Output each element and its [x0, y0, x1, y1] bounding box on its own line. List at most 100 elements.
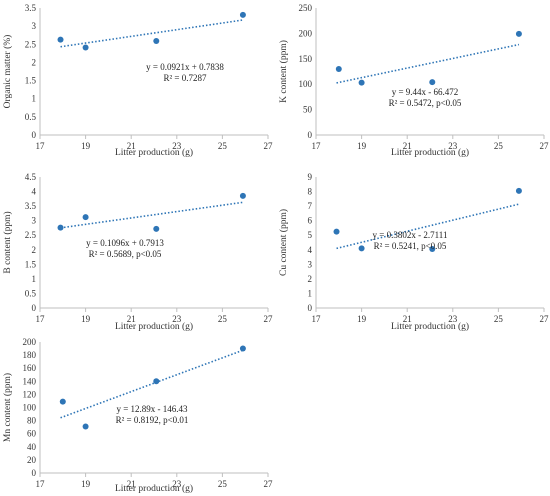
regression-equation: y = 0.3802x - 2.7111: [373, 230, 448, 240]
x-axis-label: Litter production (g): [115, 321, 193, 332]
x-axis-label: Litter production (g): [115, 147, 193, 158]
regression-equation: y = 9.44x - 66.472: [392, 87, 459, 97]
data-point: [358, 79, 365, 86]
data-point: [335, 65, 342, 72]
x-tick-label: 19: [357, 141, 367, 151]
y-tick-label: 3.5: [25, 201, 37, 211]
y-tick-label: 150: [299, 54, 313, 64]
data-point: [82, 44, 89, 51]
data-point: [57, 224, 64, 231]
chart-panel-organic: 17 19 21 23 25 27 0 0.5 1 1.5 2 2.5 3 3.5 Litter produ…: [2, 3, 273, 158]
x-tick-label: 17: [36, 314, 46, 324]
data-point: [153, 225, 160, 232]
regression-equation: y = 0.0921x + 0.7838: [146, 62, 224, 72]
y-tick-label: 2.5: [25, 230, 37, 240]
y-tick-label: 1: [308, 288, 313, 298]
data-point: [515, 30, 522, 37]
x-tick-label: 21: [127, 141, 136, 151]
data-point: [429, 246, 436, 253]
y-tick-label: 5: [308, 230, 313, 240]
x-tick-label: 17: [36, 141, 46, 151]
x-axis-label: Litter production (g): [115, 483, 193, 494]
r-squared-label: R² = 0.7287: [163, 73, 207, 83]
data-point: [153, 38, 160, 45]
x-tick-label: 27: [540, 141, 550, 151]
y-tick-label: 4: [308, 245, 313, 255]
y-tick-label: 200: [299, 28, 313, 38]
y-tick-label: 3: [308, 259, 313, 269]
data-point: [515, 187, 522, 194]
trendline: [336, 43, 520, 84]
x-tick-label: 21: [127, 479, 136, 489]
y-tick-label: 3: [32, 21, 37, 31]
x-tick-label: 25: [218, 479, 228, 489]
trendline: [60, 201, 244, 229]
regression-equation: y = 12.89x - 146.43: [116, 404, 188, 414]
y-tick-label: 1.5: [25, 76, 37, 86]
y-tick-label: 1: [32, 274, 37, 284]
y-tick-label: 0: [308, 303, 313, 313]
y-tick-label: 120: [23, 389, 37, 399]
data-point: [239, 192, 246, 199]
y-tick-label: 140: [23, 376, 37, 386]
x-tick-label: 23: [448, 314, 458, 324]
y-tick-label: 3: [32, 216, 37, 226]
chart-panel-mn: 17 19 21 23 25 27 0 20 40 60 80 100 120 140 160 180 200 L…: [2, 337, 273, 494]
x-tick-label: 23: [172, 141, 182, 151]
y-tick-label: 9: [308, 172, 313, 182]
y-tick-label: 7: [308, 201, 313, 211]
r-squared-label: R² = 0.5241, p<0.05: [374, 241, 447, 251]
y-tick-label: 100: [299, 79, 313, 89]
x-tick-label: 19: [81, 314, 91, 324]
regression-equation: y = 0.1096x + 0.7913: [86, 238, 164, 248]
y-tick-label: 200: [23, 337, 37, 347]
y-axis-label: K content (ppm): [278, 40, 289, 103]
x-tick-label: 17: [312, 314, 322, 324]
x-tick-label: 27: [540, 314, 550, 324]
chart-panel-b: 17 19 21 23 25 27 0 0.5 1 1.5 2 2.5 3 3.5 4 4.5 Litter p…: [2, 172, 273, 332]
y-tick-label: 2: [32, 57, 37, 67]
y-tick-label: 180: [23, 350, 37, 360]
x-axis-label: Litter production (g): [391, 321, 469, 332]
y-axis-label: Mn content (ppm): [2, 373, 13, 442]
y-axis-label: Organic matter (%): [2, 35, 13, 109]
x-tick-label: 23: [172, 479, 182, 489]
data-point: [59, 398, 66, 405]
x-tick-label: 21: [403, 314, 412, 324]
x-tick-label: 23: [172, 314, 182, 324]
data-point: [358, 245, 365, 252]
y-tick-label: 0: [32, 468, 37, 478]
y-tick-label: 250: [299, 3, 313, 13]
x-tick-label: 27: [264, 141, 274, 151]
x-tick-label: 17: [36, 479, 46, 489]
x-tick-label: 27: [264, 314, 274, 324]
y-axis-label: Cu content (ppm): [278, 209, 289, 276]
r-squared-label: R² = 0.8192, p<0.01: [116, 415, 189, 425]
y-tick-label: 2.5: [25, 39, 37, 49]
y-tick-label: 0: [32, 303, 37, 313]
y-tick-label: 2: [308, 274, 313, 284]
x-tick-label: 23: [448, 141, 458, 151]
y-axis-label: B content (ppm): [2, 211, 13, 273]
y-tick-label: 20: [27, 455, 37, 465]
x-tick-label: 27: [264, 479, 274, 489]
y-tick-label: 60: [27, 429, 37, 439]
x-tick-label: 19: [357, 314, 367, 324]
y-tick-label: 1.5: [25, 259, 37, 269]
y-tick-label: 100: [23, 403, 37, 413]
data-point: [153, 378, 160, 385]
x-tick-label: 25: [218, 314, 228, 324]
y-tick-label: 6: [308, 216, 313, 226]
x-tick-label: 19: [81, 141, 91, 151]
x-tick-label: 25: [494, 141, 504, 151]
x-tick-label: 25: [494, 314, 504, 324]
y-tick-label: 0.5: [25, 288, 37, 298]
y-tick-label: 0: [32, 130, 37, 140]
trendline: [60, 19, 244, 48]
y-tick-label: 40: [27, 442, 37, 452]
data-point: [239, 345, 246, 352]
trendline: [60, 349, 244, 419]
r-squared-label: R² = 0.5689, p<0.05: [89, 249, 162, 259]
y-tick-label: 8: [308, 187, 313, 197]
